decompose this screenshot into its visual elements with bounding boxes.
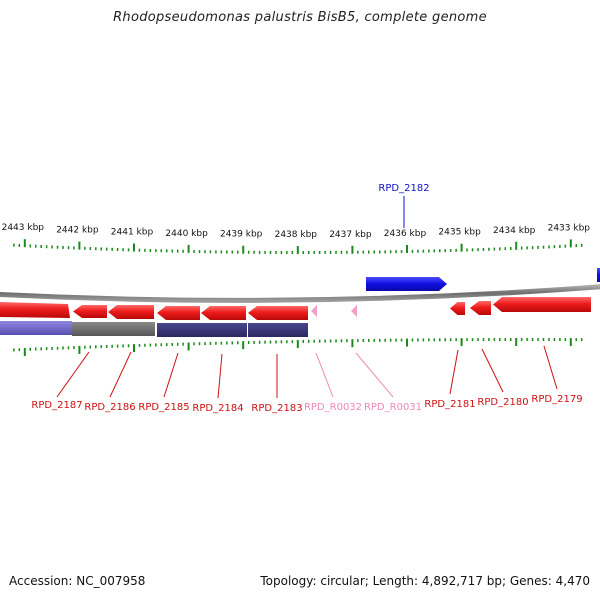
gene-label-rpd-r0031[interactable]: RPD_R0031: [364, 402, 422, 413]
genome-backbone: [0, 284, 600, 303]
gene-rpd-r0032[interactable]: [311, 305, 317, 317]
leader-line: [56, 351, 90, 398]
band-segment-dark-3: [248, 323, 308, 337]
gene-label-rpd-2179[interactable]: RPD_2179: [531, 394, 582, 405]
gene-forward-edge-fragment[interactable]: [597, 268, 600, 282]
band-segment-dark-2: [201, 323, 247, 337]
gene-rpd-2183b[interactable]: [201, 306, 246, 320]
scale-ticks-inner: [13, 337, 583, 356]
scale-label: 2439 kbp: [220, 230, 263, 240]
gene-label-rpd-2187[interactable]: RPD_2187: [31, 400, 82, 411]
gene-rpd-2185[interactable]: [108, 305, 154, 319]
gene-labels: RPD_2187 RPD_2186 RPD_2185 RPD_2184 RPD_2183…: [31, 183, 582, 414]
gene-label-rpd-r0032[interactable]: RPD_R0032: [304, 402, 362, 413]
scale-labels: 2443 kbp 2442 kbp 2441 kbp 2440 kbp 2439 kbp…: [2, 223, 591, 240]
genome-summary-text: Topology: circular; Length: 4,892,717 bp…: [260, 574, 590, 588]
gene-label-rpd-2183[interactable]: RPD_2183: [251, 403, 302, 414]
scale-label: 2437 kbp: [329, 230, 372, 240]
leader-line: [163, 352, 179, 398]
gene-rpd-2184[interactable]: [157, 306, 200, 320]
leader-line: [315, 352, 334, 398]
accession-text: Accession: NC_007958: [9, 574, 146, 588]
scale-label: 2433 kbp: [548, 223, 591, 233]
scale-label: 2441 kbp: [111, 228, 154, 238]
genome-title: Rhodopseudomonas palustris BisB5, comple…: [113, 10, 487, 25]
leader-line: [355, 352, 394, 398]
band-segment-light-purple: [0, 321, 72, 335]
gene-rpd-2186[interactable]: [73, 305, 107, 318]
gene-rpd-r0031[interactable]: [351, 305, 357, 317]
gene-rpd-2182[interactable]: [366, 277, 447, 291]
gene-label-rpd-2184[interactable]: RPD_2184: [192, 403, 243, 414]
gene-rpd-2179[interactable]: [493, 297, 591, 312]
scale-label: 2436 kbp: [384, 229, 427, 239]
gene-rpd-2183[interactable]: [248, 306, 308, 320]
scale-label: 2435 kbp: [438, 228, 481, 238]
band-segment-gray-2: [108, 322, 155, 336]
gene-label-rpd-2186[interactable]: RPD_2186: [84, 402, 135, 413]
gene-rpd-2181[interactable]: [450, 302, 465, 315]
scale-label: 2434 kbp: [493, 226, 536, 236]
scale-label: 2443 kbp: [2, 223, 45, 233]
scale-label: 2438 kbp: [275, 230, 318, 240]
gene-rpd-2180[interactable]: [470, 301, 491, 315]
leader-line: [543, 345, 558, 390]
gene-rpd-2187[interactable]: [0, 302, 70, 318]
gene-label-rpd-2182[interactable]: RPD_2182: [378, 183, 429, 194]
gene-features: [0, 268, 600, 320]
band-segment-gray-1: [72, 322, 108, 336]
gene-label-rpd-2185[interactable]: RPD_2185: [138, 402, 189, 413]
scale-ticks-outer: [13, 239, 583, 254]
gc-band-track: [0, 321, 308, 337]
gene-label-rpd-2180[interactable]: RPD_2180: [477, 397, 528, 408]
leader-line: [481, 348, 504, 393]
scale-label: 2442 kbp: [56, 226, 99, 236]
leader-line: [449, 349, 459, 395]
band-segment-dark-1: [157, 323, 201, 337]
gene-label-rpd-2181[interactable]: RPD_2181: [424, 399, 475, 410]
leader-line: [109, 351, 132, 398]
scale-label: 2440 kbp: [165, 229, 208, 239]
leader-line: [217, 353, 223, 399]
